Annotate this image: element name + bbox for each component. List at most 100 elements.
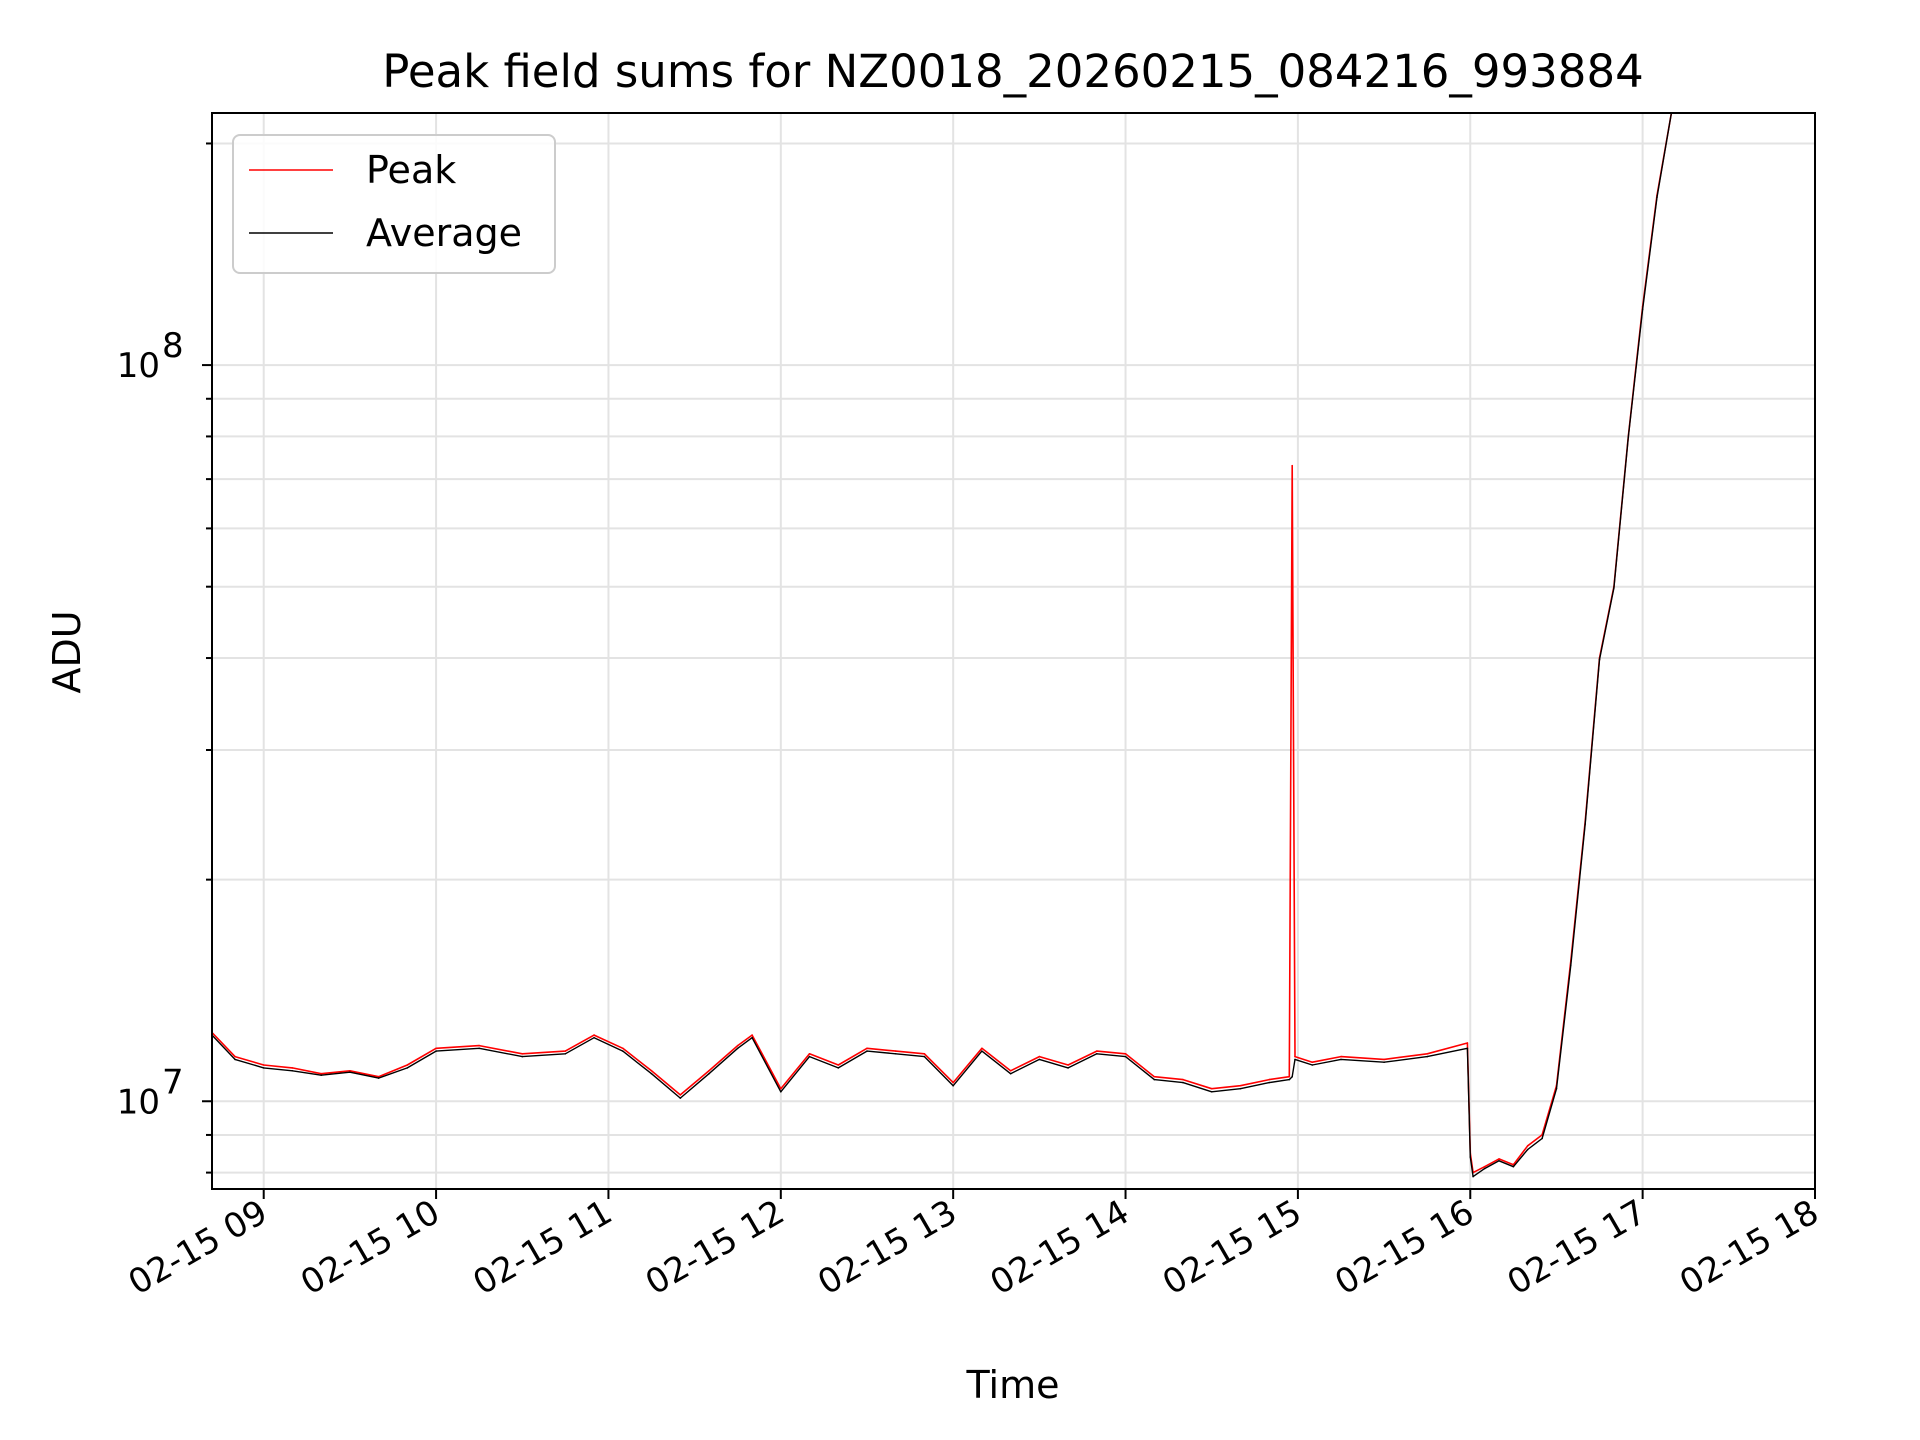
data-point-average	[622, 1050, 624, 1052]
data-point-average	[564, 1053, 567, 1055]
data-point-peak	[1340, 1055, 1342, 1058]
data-point-peak	[808, 1053, 811, 1055]
data-point-average	[1383, 1061, 1385, 1063]
data-point-average	[1038, 1058, 1041, 1061]
data-point-average	[593, 1036, 595, 1039]
data-point-average	[1469, 1156, 1472, 1158]
data-point-average	[1570, 964, 1572, 967]
data-point-peak	[1483, 1165, 1486, 1168]
data-point-peak	[262, 1064, 265, 1066]
chart-title: Peak field sums for NZ0018_20260215_0842…	[382, 45, 1643, 98]
y-tick-label-exponent: 8	[162, 326, 184, 366]
data-point-average	[923, 1055, 926, 1058]
data-point-average	[1096, 1053, 1098, 1055]
data-point-average	[1311, 1064, 1314, 1066]
data-point-average	[866, 1050, 868, 1052]
data-point-average	[1641, 308, 1644, 311]
data-point-average	[1541, 1137, 1543, 1140]
data-point-average	[1291, 1075, 1293, 1078]
data-point-peak	[708, 1070, 710, 1072]
data-point-peak	[1288, 1075, 1291, 1078]
data-point-average	[234, 1058, 236, 1061]
data-point-peak	[1067, 1064, 1069, 1066]
data-point-average	[736, 1047, 739, 1050]
data-point-peak	[866, 1047, 868, 1050]
data-point-peak	[952, 1081, 954, 1084]
data-point-average	[1239, 1087, 1242, 1090]
data-point-average	[1268, 1081, 1270, 1084]
data-point-average	[262, 1067, 265, 1069]
x-axis-label: Time	[966, 1363, 1060, 1407]
data-point-average	[1512, 1165, 1515, 1168]
data-point-peak	[780, 1087, 782, 1090]
data-point-average	[708, 1072, 710, 1075]
data-point-peak	[1311, 1061, 1314, 1063]
data-point-average	[1466, 1047, 1469, 1050]
data-point-peak	[679, 1094, 682, 1096]
legend-label-average: Average	[366, 211, 522, 255]
data-point-average	[435, 1050, 437, 1052]
y-tick-label-exponent: 7	[162, 1062, 184, 1102]
data-point-peak	[1009, 1070, 1012, 1072]
data-point-peak	[1426, 1053, 1428, 1055]
data-point-peak	[751, 1034, 753, 1036]
data-point-average	[1555, 1087, 1558, 1090]
data-point-peak	[622, 1047, 624, 1050]
data-point-peak	[291, 1067, 294, 1069]
data-point-peak	[1210, 1087, 1213, 1090]
data-point-average	[1613, 587, 1615, 589]
data-point-peak	[1291, 464, 1293, 467]
data-point-peak	[923, 1053, 926, 1055]
data-point-average	[406, 1067, 409, 1069]
data-point-average	[1526, 1148, 1529, 1151]
data-point-peak	[349, 1070, 351, 1072]
data-point-average	[1009, 1072, 1012, 1075]
data-point-peak	[377, 1075, 380, 1078]
data-point-peak	[981, 1047, 983, 1050]
data-point-average	[1182, 1081, 1184, 1084]
data-point-average	[1472, 1175, 1474, 1178]
data-point-peak	[478, 1044, 481, 1047]
data-point-peak	[1239, 1084, 1242, 1087]
data-point-peak	[650, 1070, 653, 1072]
data-point-peak	[1383, 1058, 1385, 1061]
data-point-average	[751, 1036, 753, 1039]
data-point-average	[1483, 1167, 1486, 1170]
data-point-average	[952, 1084, 954, 1087]
data-point-average	[478, 1047, 481, 1050]
data-point-average	[650, 1072, 653, 1075]
data-point-average	[837, 1067, 840, 1069]
plot-area	[212, 113, 1701, 1178]
data-point-average	[808, 1055, 811, 1058]
data-point-average	[1584, 823, 1586, 825]
data-point-peak	[406, 1064, 409, 1066]
data-point-peak	[320, 1072, 323, 1075]
data-point-peak	[736, 1044, 739, 1047]
data-point-peak	[1466, 1042, 1469, 1044]
data-point-peak	[1268, 1078, 1270, 1081]
data-point-average	[1067, 1067, 1069, 1069]
data-point-peak	[894, 1050, 897, 1052]
data-point-average	[1288, 1078, 1291, 1081]
data-point-peak	[435, 1047, 437, 1050]
axes-frame	[211, 112, 1816, 1190]
data-point-average	[981, 1050, 983, 1052]
data-point-peak	[1153, 1075, 1156, 1078]
data-point-average	[1294, 1058, 1296, 1061]
data-point-peak	[521, 1053, 524, 1055]
data-point-average	[1426, 1055, 1428, 1058]
data-point-average	[1498, 1160, 1500, 1162]
data-point-average	[780, 1091, 782, 1093]
data-point-average	[320, 1074, 323, 1076]
y-tick-label: 10	[117, 346, 160, 386]
data-point-average	[1153, 1078, 1156, 1081]
data-point-average	[1340, 1058, 1342, 1061]
data-point-average	[1210, 1091, 1213, 1093]
data-point-peak	[1124, 1053, 1127, 1055]
data-point-average	[894, 1053, 897, 1055]
data-point-peak	[1038, 1055, 1041, 1058]
data-point-peak	[1294, 1055, 1296, 1058]
data-point-average	[1627, 436, 1630, 439]
data-point-peak	[1526, 1145, 1529, 1147]
data-point-peak	[1182, 1078, 1184, 1081]
